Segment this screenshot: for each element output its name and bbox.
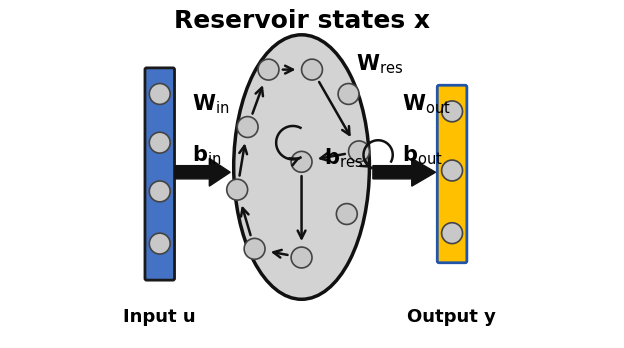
Text: $\mathbf{W}_{\rm out}$: $\mathbf{W}_{\rm out}$ bbox=[402, 93, 451, 116]
Circle shape bbox=[149, 84, 170, 104]
Circle shape bbox=[227, 179, 248, 200]
Circle shape bbox=[301, 59, 323, 80]
Text: $\mathbf{b}_{\rm res}$: $\mathbf{b}_{\rm res}$ bbox=[324, 147, 363, 170]
Circle shape bbox=[442, 160, 462, 181]
Text: Reservoir states x: Reservoir states x bbox=[173, 9, 429, 33]
Circle shape bbox=[149, 181, 170, 202]
Text: $\mathbf{W}_{\rm res}$: $\mathbf{W}_{\rm res}$ bbox=[356, 53, 402, 76]
FancyArrow shape bbox=[373, 158, 436, 186]
Text: $\mathbf{b}_{\rm out}$: $\mathbf{b}_{\rm out}$ bbox=[402, 143, 443, 167]
Circle shape bbox=[149, 233, 170, 254]
Circle shape bbox=[336, 204, 357, 224]
Text: Input u: Input u bbox=[124, 308, 196, 326]
FancyBboxPatch shape bbox=[145, 68, 175, 280]
Text: Output y: Output y bbox=[407, 308, 496, 326]
Circle shape bbox=[442, 223, 462, 244]
Circle shape bbox=[291, 151, 312, 172]
Text: $\mathbf{W}_{\rm in}$: $\mathbf{W}_{\rm in}$ bbox=[192, 93, 230, 116]
Circle shape bbox=[237, 117, 258, 137]
Ellipse shape bbox=[234, 35, 369, 299]
Circle shape bbox=[149, 132, 170, 153]
Circle shape bbox=[258, 59, 279, 80]
Circle shape bbox=[349, 141, 369, 162]
Circle shape bbox=[338, 84, 359, 104]
Text: $\mathbf{b}_{\rm in}$: $\mathbf{b}_{\rm in}$ bbox=[192, 143, 222, 167]
Circle shape bbox=[442, 101, 462, 122]
FancyBboxPatch shape bbox=[437, 85, 467, 263]
FancyArrow shape bbox=[175, 158, 230, 186]
Circle shape bbox=[244, 238, 265, 259]
Circle shape bbox=[291, 247, 312, 268]
